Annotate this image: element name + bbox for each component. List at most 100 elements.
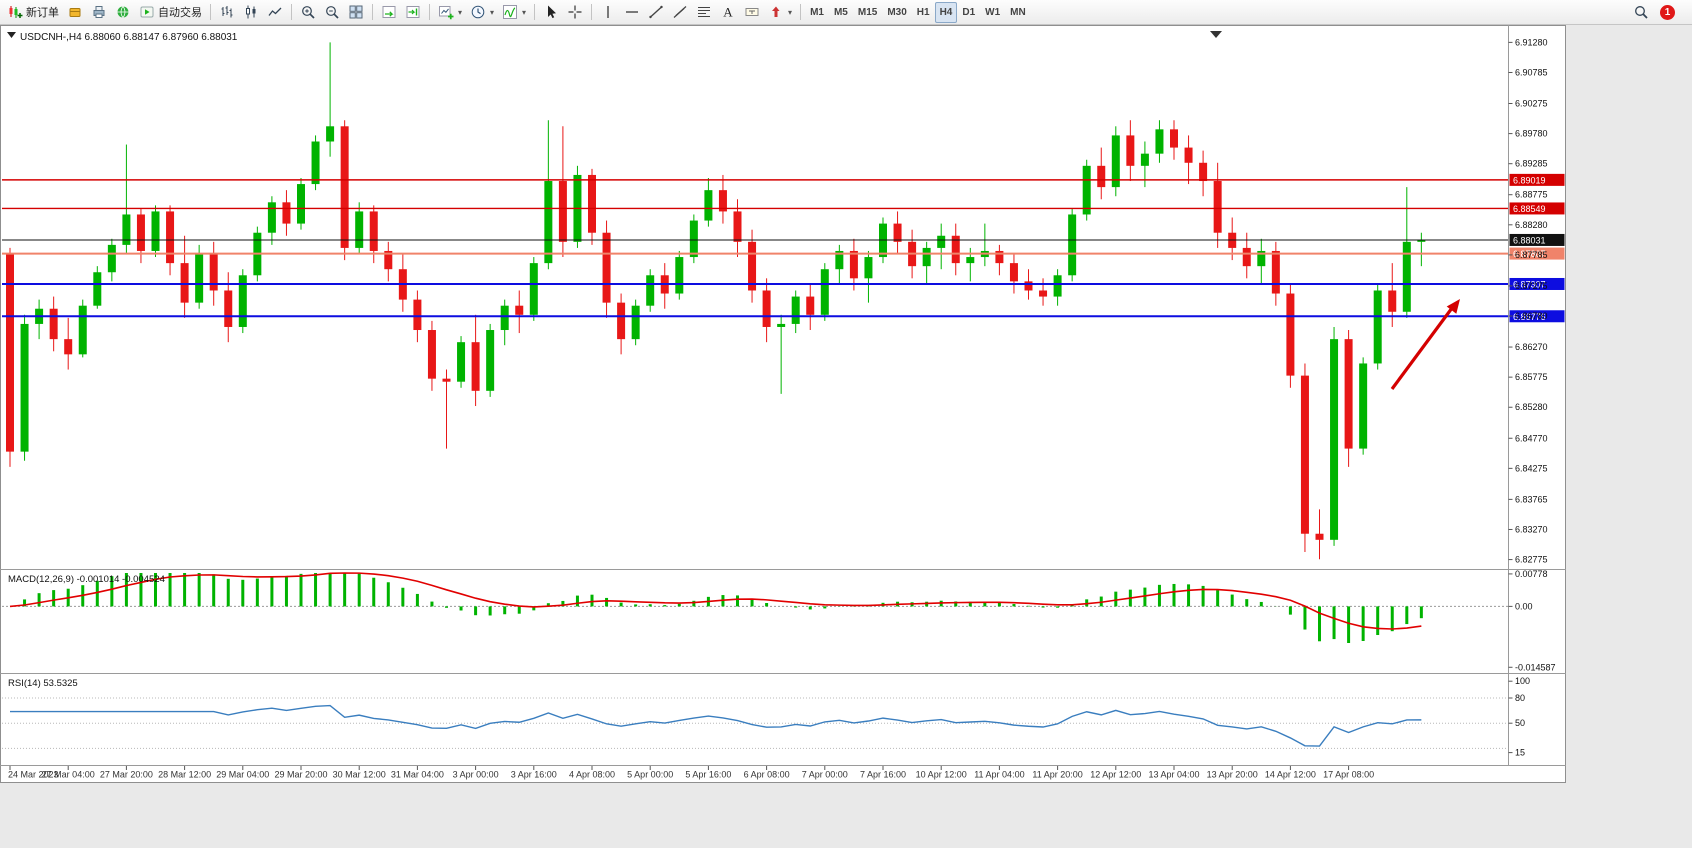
trendline-button[interactable] — [644, 2, 668, 23]
time-axis-label: 11 Apr 20:00 — [1032, 770, 1082, 780]
candle — [107, 244, 116, 273]
one-click-trading-icon[interactable] — [7, 32, 16, 38]
price-scale-label: 6.90275 — [1515, 98, 1548, 108]
candle — [1140, 153, 1149, 166]
tf-m15-button[interactable]: M15 — [853, 2, 882, 23]
chart-shift-marker[interactable] — [1210, 31, 1222, 38]
toolbar-separator — [210, 4, 211, 20]
fibonacci-icon — [696, 4, 712, 20]
candle — [1097, 165, 1106, 188]
candle — [893, 223, 902, 242]
tf-h4-button[interactable]: H4 — [934, 1, 958, 23]
tf-m30-button[interactable]: M30 — [882, 2, 911, 23]
channel-button[interactable] — [668, 2, 692, 23]
time-axis-label: 27 Mar 04:00 — [42, 770, 95, 780]
crosshair-button[interactable] — [563, 2, 587, 23]
price-tag — [1509, 247, 1565, 260]
trend-arrow-head[interactable] — [1446, 299, 1460, 314]
notification-badge[interactable]: 1 — [1660, 4, 1675, 20]
tile-windows-button[interactable] — [344, 2, 368, 23]
trend-arrow[interactable] — [1390, 307, 1454, 390]
candle — [355, 211, 364, 248]
auto-scroll-icon — [381, 4, 397, 20]
price-scale-label: 6.82775 — [1515, 555, 1548, 565]
price-tag — [1509, 310, 1565, 323]
candle — [1068, 214, 1077, 276]
tf-m30-button-label: M30 — [887, 6, 907, 18]
price-scale-label: 6.89780 — [1515, 129, 1548, 139]
candle — [427, 330, 436, 379]
rsi-scale-label: 50 — [1515, 718, 1525, 728]
print-button[interactable] — [87, 2, 111, 23]
price-scale-label: 6.89285 — [1515, 159, 1548, 169]
fibonacci-button[interactable] — [692, 2, 716, 23]
candle — [457, 342, 466, 382]
toolbar-separator — [372, 4, 373, 20]
dropdown-arrow-icon[interactable]: ▾ — [458, 7, 463, 17]
svg-text:A: A — [723, 5, 733, 20]
chart-shift-button[interactable] — [401, 2, 425, 23]
tf-mn-button[interactable]: MN — [1005, 2, 1031, 23]
new-order-button[interactable]: 新订单 — [3, 2, 63, 23]
tf-m1-button[interactable]: M1 — [805, 2, 829, 23]
candle — [1155, 129, 1164, 154]
toolbar-right-group: 1 — [1629, 2, 1689, 23]
dropdown-arrow-icon[interactable]: ▾ — [490, 7, 495, 17]
time-axis-label: 17 Apr 08:00 — [1323, 770, 1374, 780]
candle — [442, 378, 451, 382]
candle — [500, 305, 509, 331]
chart-canvas[interactable]: 6.89019 6.88549 6.88031 6.87807 6.87307 6.867… — [0, 25, 1566, 783]
candle — [1330, 339, 1339, 540]
tf-m5-button[interactable]: M5 — [829, 2, 853, 23]
toolbar-separator — [591, 4, 593, 20]
globe-icon — [115, 4, 131, 20]
label-button[interactable] — [740, 2, 764, 23]
zoom-in-icon — [300, 4, 316, 20]
rsi-scale-label: 15 — [1515, 748, 1525, 758]
time-axis-label: 13 Apr 20:00 — [1207, 770, 1258, 780]
candle — [486, 330, 495, 391]
new-order-button-label: 新订单 — [26, 7, 59, 19]
arrows-button[interactable]: ▾ — [764, 2, 796, 23]
candle — [122, 214, 131, 245]
line-chart-button[interactable] — [263, 2, 287, 23]
price-tag-label: 6.88549 — [1513, 204, 1546, 214]
search-button[interactable] — [1629, 2, 1653, 23]
price-scale-label: 6.84275 — [1515, 463, 1548, 473]
periods-button[interactable]: ▾ — [466, 2, 498, 23]
text-button[interactable]: A — [716, 2, 740, 23]
tf-h1-button[interactable]: H1 — [912, 2, 935, 23]
candle — [1344, 339, 1353, 449]
candle — [675, 257, 684, 294]
chart-window: 6.89019 6.88549 6.88031 6.87807 6.87307 6.867… — [0, 25, 1566, 783]
autotrading-button[interactable]: 自动交易 — [135, 2, 206, 23]
toolbar: 新订单 自动交易 ▾ ▾ ▾ A ▾ M1 M5 M15 M30 H1 H4 D1 W1 MN 1 — [0, 0, 1692, 25]
price-tag — [1509, 277, 1565, 290]
community-button[interactable] — [111, 2, 135, 23]
macd-label: MACD(12,26,9) -0.001014 -0.004524 — [8, 574, 165, 585]
tf-d1-button[interactable]: D1 — [957, 2, 980, 23]
time-axis-label: 14 Apr 12:00 — [1265, 770, 1316, 780]
horizontal-line-button[interactable] — [620, 2, 644, 23]
price-tag-label: 6.89019 — [1513, 175, 1546, 185]
line-chart-icon — [267, 4, 283, 20]
zoom-in-button[interactable] — [296, 2, 320, 23]
toolbar-separator — [429, 4, 430, 20]
tf-m1-button-label: M1 — [810, 6, 824, 18]
tf-w1-button[interactable]: W1 — [980, 2, 1005, 23]
zoom-out-button[interactable] — [320, 2, 344, 23]
vertical-line-button[interactable] — [596, 2, 620, 23]
candlestick-chart-button[interactable] — [239, 2, 263, 23]
price-scale-label: 6.83765 — [1515, 494, 1548, 504]
indicators-button[interactable]: ▾ — [498, 2, 530, 23]
candle — [617, 302, 626, 340]
candle — [922, 247, 931, 267]
auto-scroll-button[interactable] — [377, 2, 401, 23]
bar-chart-button[interactable] — [215, 2, 239, 23]
market-button[interactable] — [63, 2, 87, 23]
new-chart-button[interactable]: ▾ — [434, 2, 466, 23]
dropdown-arrow-icon[interactable]: ▾ — [522, 7, 527, 17]
cursor-icon — [543, 4, 559, 20]
dropdown-arrow-icon[interactable]: ▾ — [788, 7, 793, 17]
cursor-button[interactable] — [539, 2, 563, 23]
